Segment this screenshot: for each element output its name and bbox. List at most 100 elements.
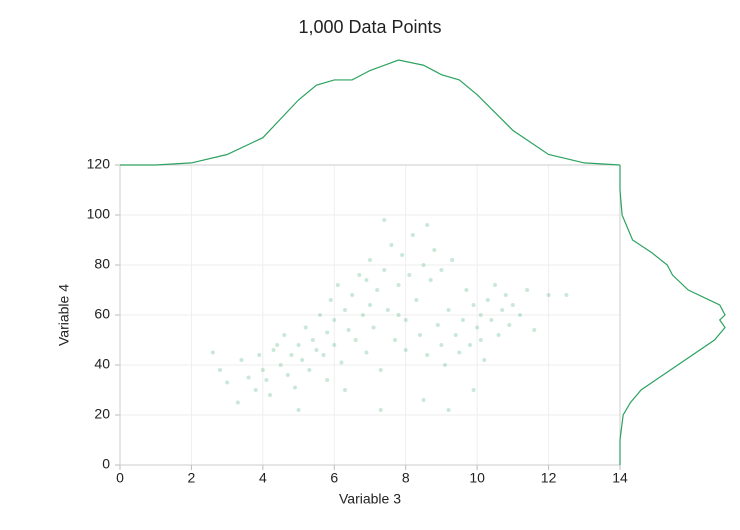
point [396,313,401,317]
point [425,223,430,227]
x-tick-label: 0 [116,470,124,486]
x-tick-label: 12 [541,470,557,486]
point [218,368,222,372]
point [435,323,440,327]
x-tick-label: 4 [259,470,267,486]
point [518,313,522,317]
point [439,343,444,347]
y-tick-label: 40 [94,356,110,372]
y-tick-label: 120 [87,156,111,172]
point [350,293,355,297]
point [439,268,444,272]
y-axis-label: Variable 4 [56,284,72,346]
point [403,348,408,352]
point [378,368,383,372]
point [378,408,383,412]
point [293,385,297,390]
point [282,333,287,337]
y-tick-label: 20 [94,406,110,422]
point [285,373,290,377]
x-tick-label: 2 [188,470,196,486]
point [375,288,380,292]
point [300,358,305,362]
point [468,343,472,347]
point [239,358,244,362]
point [318,313,322,317]
point [489,318,494,322]
point [253,388,258,392]
point [364,350,369,355]
point [400,253,405,257]
point [225,380,230,385]
point [507,323,512,327]
x-tick-label: 6 [330,470,338,486]
point [357,273,362,277]
point [464,288,469,292]
point [307,368,312,372]
point [364,278,369,282]
point [385,308,390,312]
point [335,283,340,287]
point [500,308,505,312]
point [421,263,426,267]
point [343,388,347,392]
point [339,360,344,365]
point [432,248,437,252]
point [246,375,251,380]
point [296,408,301,412]
point [450,258,455,262]
point [496,333,501,337]
point [396,283,401,287]
point [382,218,387,222]
point [382,268,387,272]
point [460,318,465,322]
point [478,313,483,317]
point [268,393,272,397]
point [510,303,515,307]
point [360,313,365,317]
point [503,293,508,297]
point [421,398,426,402]
point [478,338,483,342]
y-tick-label: 80 [94,256,110,272]
point [446,408,451,412]
point [393,338,397,342]
point [271,348,276,352]
point [475,325,480,330]
point [296,343,301,347]
point [407,273,412,277]
point [453,333,458,337]
point [325,330,330,335]
point [443,363,447,367]
point [564,293,569,297]
x-tick-label: 10 [469,470,485,486]
point [457,350,462,355]
point [525,288,530,292]
point [414,298,419,302]
point [446,308,451,312]
point [532,328,537,332]
point [332,318,337,322]
x-axis-label: Variable 3 [339,491,401,507]
point [235,400,240,405]
right-density [619,165,726,465]
point [303,325,308,330]
point [275,343,280,347]
point [425,353,430,357]
top-density [120,59,621,166]
point [485,298,490,302]
point [314,348,319,352]
point [343,308,347,312]
y-tick-label: 0 [102,456,110,472]
point [260,368,265,372]
point [278,363,283,367]
point [210,350,215,355]
point [368,258,372,262]
point [332,343,337,347]
point [418,333,422,337]
plot-frame [119,164,621,466]
point [482,358,487,362]
point [264,378,269,382]
point [471,303,476,307]
